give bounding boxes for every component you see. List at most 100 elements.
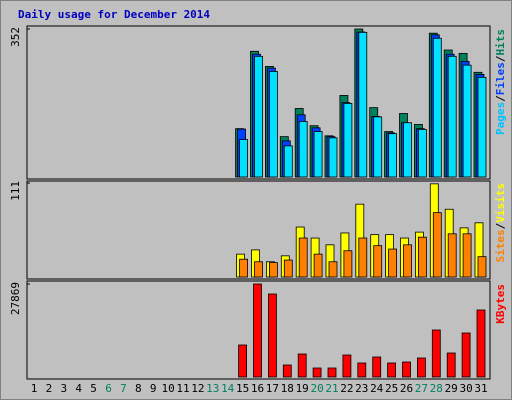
x-tick-label: 23 — [355, 382, 368, 395]
x-tick-label: 9 — [150, 382, 157, 395]
x-tick-label: 15 — [236, 382, 249, 395]
x-tick-label: 2 — [46, 382, 53, 395]
x-tick-label: 3 — [60, 382, 67, 395]
bar — [268, 71, 278, 178]
x-tick-label: 25 — [385, 382, 398, 395]
x-tick-label: 7 — [120, 382, 127, 395]
bar — [417, 236, 427, 278]
bar — [477, 76, 487, 178]
x-tick-label: 30 — [459, 382, 472, 395]
bar — [447, 55, 457, 178]
bar — [268, 262, 278, 278]
legend: KBytes — [494, 284, 507, 324]
bar — [357, 362, 367, 378]
bar — [327, 367, 337, 378]
bar — [388, 248, 398, 278]
legend-entry: Hits — [494, 29, 507, 56]
bar — [239, 139, 249, 178]
bar — [373, 116, 383, 178]
y-tick-label: 111 — [9, 181, 22, 201]
x-tick-label: 27 — [415, 382, 428, 395]
legend-separator: / — [494, 95, 507, 102]
bar — [253, 283, 262, 378]
y-tick-label: 352 — [9, 27, 22, 47]
x-tick-label: 18 — [281, 382, 294, 395]
bar — [417, 129, 427, 178]
bar — [313, 253, 323, 278]
bar — [267, 293, 277, 378]
x-tick-label: 16 — [251, 382, 264, 395]
bar — [462, 233, 472, 278]
bar — [477, 256, 487, 278]
x-tick-label: 6 — [105, 382, 112, 395]
bar — [342, 354, 352, 378]
x-tick-label: 8 — [135, 382, 142, 395]
chart-title: Daily usage for December 2014 — [18, 8, 210, 21]
panel — [26, 180, 491, 280]
bar — [402, 361, 411, 378]
bar — [254, 55, 263, 178]
bar — [283, 259, 293, 278]
x-tick-label: 28 — [430, 382, 443, 395]
x-tick-label: 20 — [310, 382, 323, 395]
bar — [328, 137, 338, 178]
bar — [358, 31, 368, 178]
legend-entry: KBytes — [494, 284, 507, 324]
bar — [462, 64, 472, 178]
bar — [446, 352, 456, 378]
legend-entry: Visits — [494, 183, 507, 223]
x-tick-label: 12 — [191, 382, 204, 395]
bar — [387, 362, 397, 378]
bar — [239, 258, 249, 278]
bar — [298, 121, 308, 178]
bar — [343, 103, 353, 178]
legend-entry: Pages — [494, 102, 507, 135]
bar — [312, 367, 322, 378]
x-tick-label: 1 — [31, 382, 38, 395]
bar — [328, 261, 338, 278]
y-tick-label: 27869 — [9, 282, 22, 315]
legend-entry: Files — [494, 62, 507, 95]
bar — [416, 357, 426, 378]
bar — [238, 344, 248, 378]
bar — [343, 250, 353, 278]
x-tick-label: 24 — [370, 382, 384, 395]
legend: Pages/Files/Hits — [494, 29, 507, 135]
x-tick-label: 29 — [445, 382, 458, 395]
x-tick-label: 26 — [400, 382, 413, 395]
bar — [283, 145, 293, 178]
bar — [298, 237, 308, 278]
x-tick-label: 17 — [266, 382, 279, 395]
x-tick-label: 21 — [325, 382, 338, 395]
bar — [403, 122, 412, 178]
x-tick-label: 10 — [161, 382, 174, 395]
x-tick-label: 22 — [340, 382, 353, 395]
legend: Sites/Visits — [494, 183, 507, 263]
bar — [372, 356, 382, 378]
x-tick-label: 11 — [176, 382, 189, 395]
x-tick-label: 4 — [75, 382, 82, 395]
x-tick-label: 19 — [296, 382, 309, 395]
x-tick-label: 14 — [221, 382, 235, 395]
legend-entry: Sites — [494, 229, 507, 262]
legend-separator: / — [494, 55, 507, 62]
bar — [313, 131, 323, 178]
x-tick-label: 5 — [90, 382, 97, 395]
bar — [388, 133, 398, 178]
bar — [447, 233, 457, 278]
bar — [431, 329, 441, 378]
bar — [432, 37, 442, 178]
bar — [282, 364, 292, 378]
bar — [373, 245, 383, 278]
legend-separator: / — [494, 222, 507, 229]
bar — [254, 261, 263, 278]
x-tick-label: 13 — [206, 382, 219, 395]
bar — [461, 332, 471, 378]
bar — [297, 353, 307, 378]
bar — [358, 237, 368, 278]
bar — [432, 212, 442, 278]
bar — [403, 244, 412, 278]
x-tick-label: 31 — [474, 382, 487, 395]
bar — [476, 309, 486, 378]
